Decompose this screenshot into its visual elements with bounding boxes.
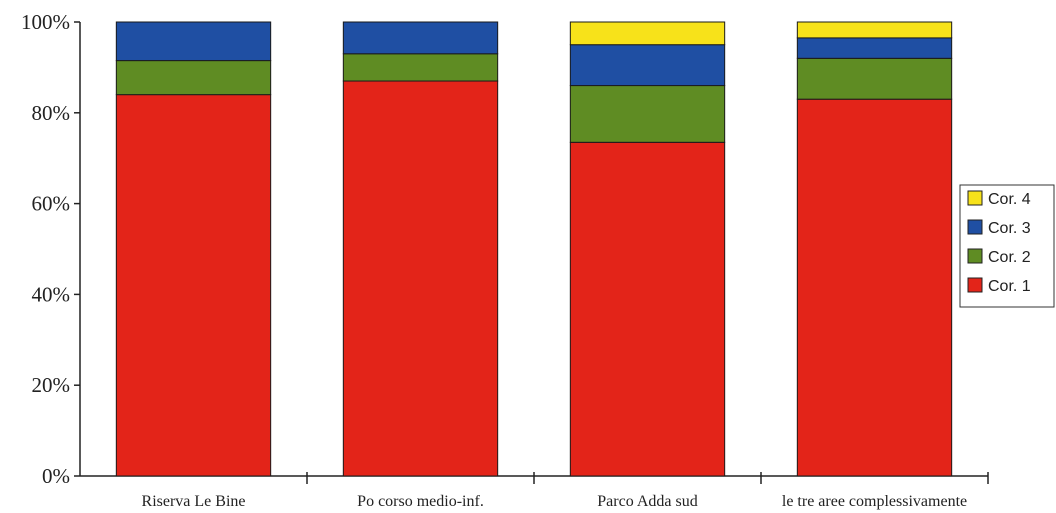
y-tick-label: 60% <box>32 192 71 216</box>
y-tick-label: 20% <box>32 373 71 397</box>
bar-segment <box>115 21 272 62</box>
legend-swatch <box>967 219 983 235</box>
bar-segment <box>342 80 499 477</box>
legend-label: Cor. 2 <box>988 249 1031 266</box>
legend-swatch <box>967 248 983 264</box>
bar-segment <box>569 85 726 143</box>
y-tick-label: 80% <box>32 101 71 125</box>
bar-segment <box>342 53 499 82</box>
bar-segment <box>796 57 953 100</box>
bar-segment <box>796 21 953 39</box>
bar-segment <box>115 94 272 477</box>
legend-label: Cor. 3 <box>988 220 1031 237</box>
y-tick-label: 100% <box>21 10 70 34</box>
bar-segment <box>796 37 953 59</box>
legend-label: Cor. 1 <box>988 278 1031 295</box>
x-tick-label: le tre aree complessivamente <box>782 493 967 510</box>
bar-segment <box>115 60 272 96</box>
x-tick-label: Po corso medio-inf. <box>357 493 484 510</box>
x-tick-label: Parco Adda sud <box>597 493 697 510</box>
y-tick-label: 0% <box>42 464 70 488</box>
y-tick-label: 40% <box>32 282 71 306</box>
bars <box>115 21 953 477</box>
legend-swatch <box>967 190 983 206</box>
bar-segment <box>796 98 953 477</box>
legend-label: Cor. 4 <box>988 191 1031 208</box>
bar-segment <box>569 141 726 477</box>
bar-segment <box>569 44 726 87</box>
legend-swatch <box>967 277 983 293</box>
legend: Cor. 4 Cor. 3 Cor. 2 Cor. 1 <box>959 184 1055 308</box>
axis-labels: 0% 20% 40% 60% 80% 100% Riserva Le Bine Po cors… <box>21 10 967 510</box>
x-tick-label: Riserva Le Bine <box>142 493 246 510</box>
bar-segment <box>342 21 499 55</box>
bar-segment <box>569 21 726 46</box>
